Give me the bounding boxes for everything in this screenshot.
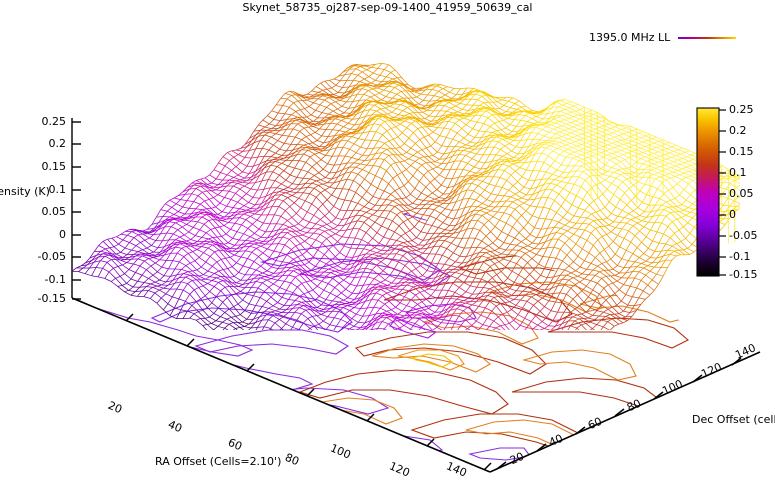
z-axis-title: ntensity (K) (0, 185, 50, 198)
ra-axis-ticks (126, 314, 491, 470)
colorbar-tick-label-1: 0.2 (729, 124, 747, 137)
z-tick-label-1: 0.2 (2, 137, 66, 150)
dec-axis-title: Dec Offset (cells) (692, 413, 775, 426)
z-tick-label-5: 0 (2, 228, 66, 241)
colorbar-tick-label-5: 0 (729, 208, 736, 221)
z-tick-label-8: -0.15 (2, 292, 66, 305)
z-tick-label-6: -0.05 (2, 250, 66, 263)
colorbar-tick-label-3: 0.1 (729, 166, 747, 179)
z-tick-label-7: -0.1 (2, 273, 66, 286)
colorbar-tick-label-8: -0.15 (729, 268, 757, 281)
z-tick-label-4: 0.05 (2, 205, 66, 218)
z-tick-label-2: 0.15 (2, 160, 66, 173)
colorbar-tick-label-6: -0.05 (729, 229, 757, 242)
ra-axis-title: RA Offset (Cells=2.10') (155, 455, 281, 468)
colorbar-tick-label-2: 0.15 (729, 145, 754, 158)
colorbar-tick-label-4: 0.05 (729, 187, 754, 200)
colorbar-tick-label-0: 0.25 (729, 103, 754, 116)
colorbar-tick-label-7: -0.1 (729, 250, 750, 263)
z-tick-label-0: 0.25 (2, 115, 66, 128)
